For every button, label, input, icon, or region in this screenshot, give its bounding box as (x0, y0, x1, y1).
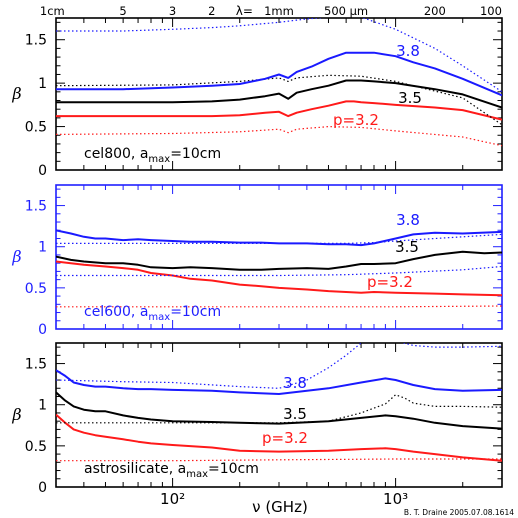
series-line-blue-dotted (56, 233, 502, 244)
x-tick-label: 10³ (383, 490, 408, 508)
panel-bottom: 0 0.5 1 1.5 β p=3.2 3.5 3.8 astrosilicate, amax=… (11, 342, 503, 496)
series-line-black-dotted (56, 394, 502, 424)
series-label: 3.8 (283, 374, 307, 392)
series-label: p=3.2 (333, 111, 379, 129)
y-tick-label: 0.5 (25, 281, 47, 297)
top-tick-label: 1mm (264, 4, 294, 18)
panel-annotation: cel800, amax=10cm (84, 146, 221, 165)
panel-middle: 0 0.5 1 1.5 β p=3.2 3.5 3.8 cel600, amax=10cm (11, 184, 503, 338)
series-line-blue-solid (56, 51, 502, 97)
series-line-red-solid (56, 260, 502, 297)
y-tick-label: 1 (38, 398, 47, 414)
series-label: 3.8 (396, 42, 420, 60)
series-line-blue-dotted (56, 265, 502, 277)
y-tick-label: 1.5 (25, 199, 47, 215)
top-tick-label: 200 (424, 4, 446, 18)
series-line-red-dotted (56, 126, 502, 147)
series-group (56, 343, 502, 462)
series-line-red-solid (56, 100, 502, 121)
series-line-blue-dotted (56, 18, 502, 93)
y-tick-label: 1.5 (25, 357, 47, 373)
y-tick-label: 0.5 (25, 439, 47, 455)
series-label: p=3.2 (262, 429, 308, 447)
x-frequency-axis: 10² 10³ ν (GHz) (160, 490, 408, 516)
y-axis-label: β (11, 405, 21, 424)
x-tick-label: 10² (160, 490, 185, 508)
series-group (56, 229, 502, 308)
chart-panels: 0 0.5 1 1.5 β p=3.2 3.5 3.8 cel800, amax=10cm 0 0.… (11, 17, 503, 496)
series-label: 3.5 (398, 89, 422, 107)
series-label: 3.5 (283, 405, 307, 423)
y-tick-label: 0 (38, 480, 47, 496)
y-tick-label: 0 (38, 322, 47, 338)
series-label: 3.5 (395, 238, 419, 256)
y-tick-label: 1 (38, 76, 47, 92)
series-line-black-dotted (56, 74, 502, 126)
top-tick-label: 5 (119, 4, 126, 18)
top-tick-label: 500 μm (324, 4, 368, 18)
y-tick-label: 0 (38, 163, 47, 179)
series-line-black-solid (56, 391, 502, 430)
top-tick-label: 3 (169, 4, 176, 18)
series-label: 3.8 (396, 211, 420, 229)
panel-annotation: cel600, amax=10cm (84, 304, 221, 323)
series-line-blue-dotted (56, 343, 502, 389)
y-axis-label: β (11, 84, 21, 103)
x-axis-label: ν (GHz) (252, 498, 308, 516)
top-tick-label: 100 (480, 4, 502, 18)
series-line-red-solid (56, 413, 502, 462)
top-axis-lambda-label: λ= (236, 4, 253, 18)
panel-top: 0 0.5 1 1.5 β p=3.2 3.5 3.8 cel800, amax=10cm (11, 17, 503, 179)
series-line-black-solid (56, 250, 502, 271)
series-label: p=3.2 (367, 273, 413, 291)
series-line-black-solid (56, 79, 502, 109)
credit-text: B. T. Draine 2005.07.08.1614 (404, 508, 514, 517)
y-axis-label: β (11, 247, 21, 266)
y-tick-label: 1 (38, 240, 47, 256)
y-tick-label: 1.5 (25, 33, 47, 49)
series-group (56, 18, 502, 147)
top-wavelength-axis: 1cm 5 3 2 1mm 500 μm 200 100 λ= (40, 4, 502, 18)
top-tick-label: 2 (208, 4, 215, 18)
series-line-blue-solid (56, 229, 502, 247)
panel-annotation: astrosilicate, amax=10cm (84, 461, 259, 480)
y-tick-label: 0.5 (25, 120, 47, 136)
series-line-blue-solid (56, 369, 502, 395)
top-tick-label: 1cm (40, 4, 65, 18)
